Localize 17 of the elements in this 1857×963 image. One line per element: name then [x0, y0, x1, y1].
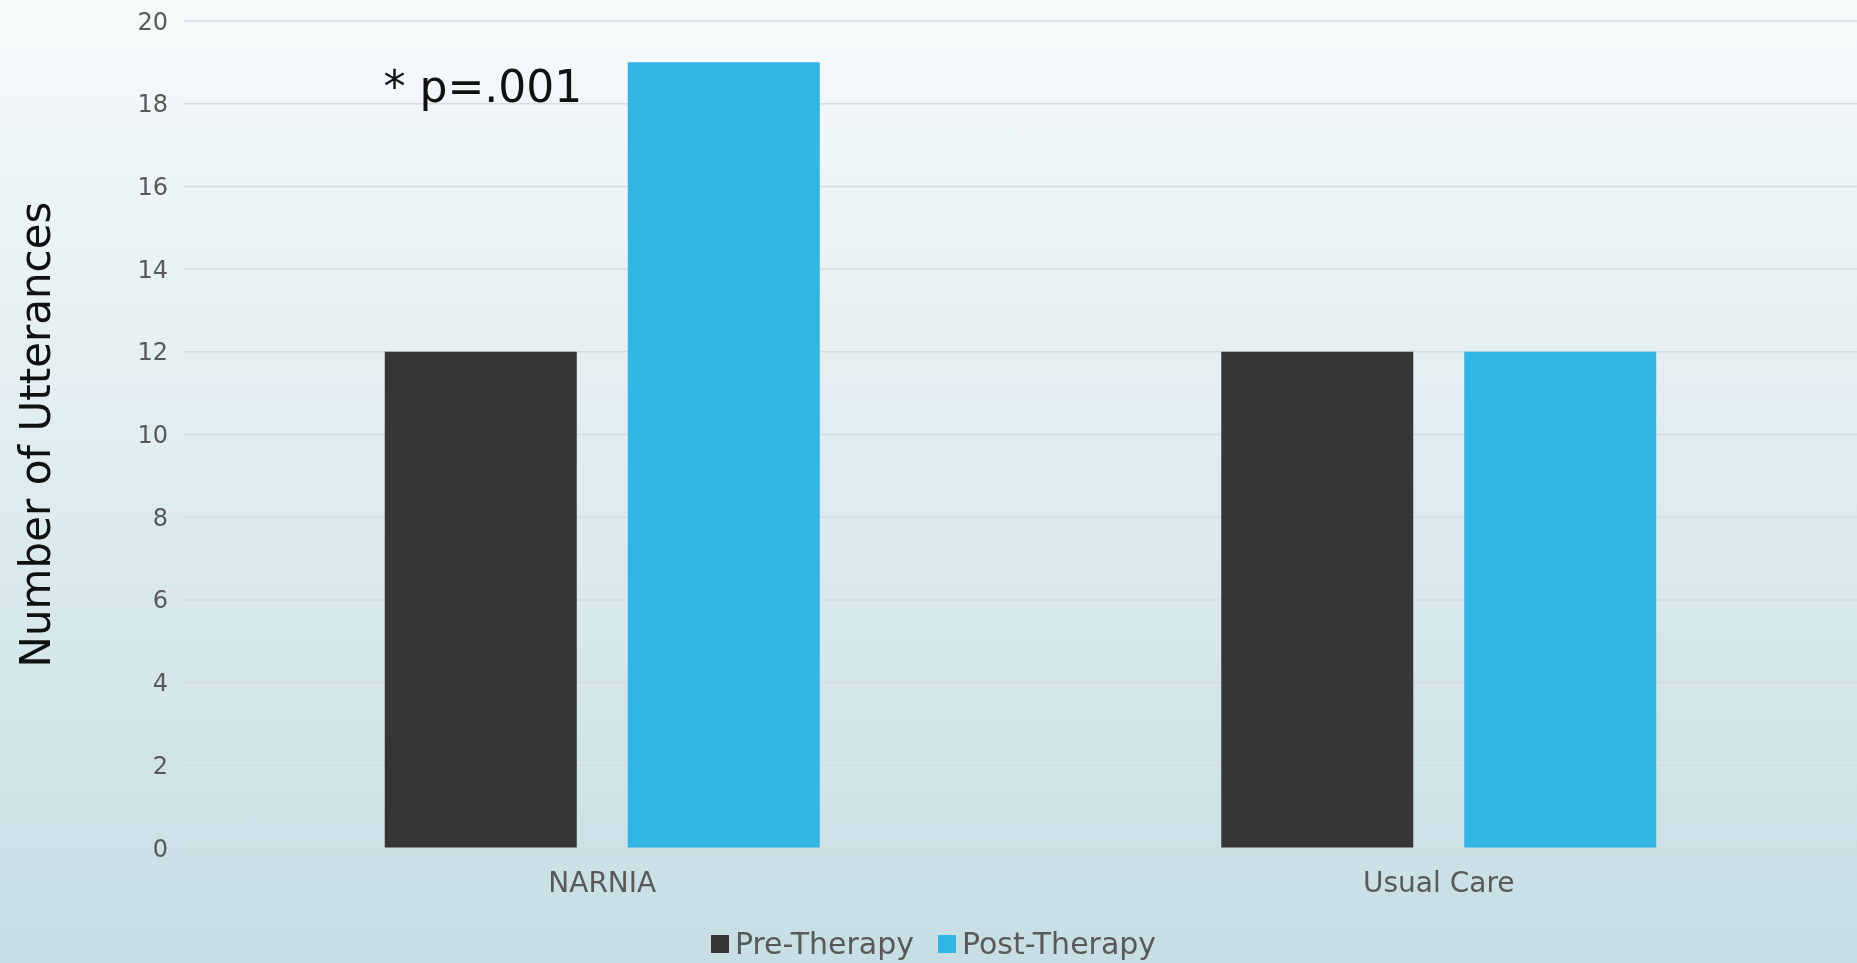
- y-tick-label: 6: [152, 586, 168, 615]
- legend-label: Post-Therapy: [960, 926, 1157, 961]
- y-tick-label: 16: [137, 172, 168, 201]
- x-tick-label: Usual Care: [1363, 865, 1515, 899]
- legend-label: Pre-Therapy: [733, 926, 914, 961]
- y-tick-label: 20: [137, 7, 168, 36]
- y-tick-label: 12: [137, 338, 168, 367]
- y-tick-label: 4: [152, 669, 168, 698]
- y-axis-title: Number of Utterances: [10, 201, 60, 668]
- y-tick-label: 8: [152, 503, 168, 532]
- y-tick-label: 18: [137, 90, 168, 119]
- y-tick-label: 14: [137, 255, 168, 284]
- y-tick-label: 0: [152, 834, 168, 863]
- y-tick-label: 10: [137, 421, 168, 450]
- x-tick-label: NARNIA: [548, 865, 657, 899]
- y-tick-label: 2: [152, 751, 168, 780]
- annotation: * p=.001: [383, 61, 583, 113]
